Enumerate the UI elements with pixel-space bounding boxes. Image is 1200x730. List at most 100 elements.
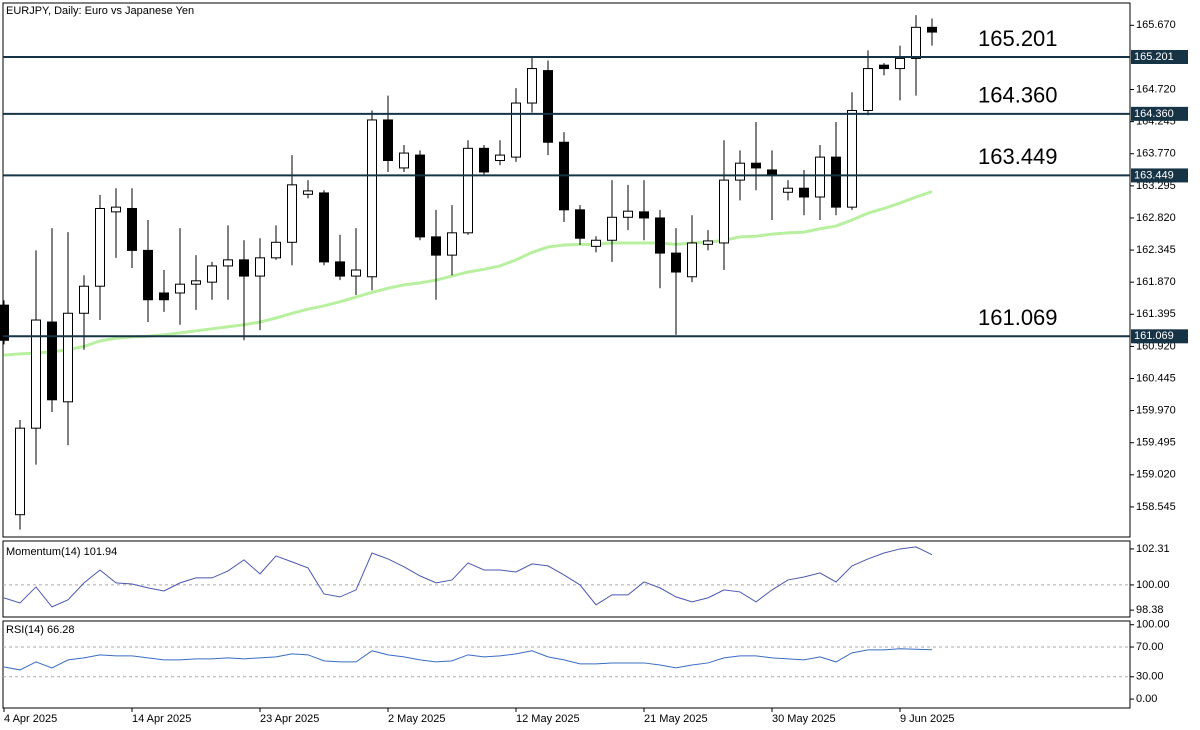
- candle-body: [623, 210, 633, 218]
- candle-body: [399, 152, 409, 169]
- candle-body: [335, 261, 345, 277]
- candle-body: [607, 216, 617, 241]
- candle-body: [927, 26, 937, 33]
- level-tag-label: 165.201: [1134, 51, 1174, 63]
- candle-body: [63, 312, 73, 403]
- candle-body: [175, 283, 185, 294]
- level-label: 165.201: [978, 26, 1058, 51]
- candle-body: [783, 187, 793, 193]
- level-tag: [1131, 329, 1188, 344]
- y-tick-label: 70.00: [1136, 641, 1164, 653]
- y-tick-label: 162.345: [1136, 244, 1176, 256]
- candle-body: [479, 147, 489, 173]
- level-tag-label: 161.069: [1134, 330, 1174, 342]
- candle-body: [527, 68, 537, 104]
- x-tick-label: 4 Apr 2025: [4, 713, 57, 725]
- y-tick-label: 161.395: [1136, 308, 1176, 320]
- candle-body: [751, 162, 761, 169]
- candle-body: [815, 156, 825, 198]
- candle-body: [351, 269, 361, 277]
- candle-body: [431, 236, 441, 256]
- candle-body: [303, 190, 313, 195]
- y-tick-label: 100.00: [1136, 579, 1170, 591]
- candle-body: [511, 102, 521, 158]
- candle-body: [0, 304, 9, 341]
- x-tick-label: 23 Apr 2025: [260, 713, 319, 725]
- candle-body: [831, 156, 841, 208]
- candle-body: [799, 187, 809, 198]
- candle-body: [31, 319, 41, 429]
- level-label: 161.069: [978, 305, 1058, 330]
- candle-body: [159, 292, 169, 301]
- candle-body: [143, 249, 153, 301]
- candle-body: [447, 232, 457, 256]
- candle-body: [495, 154, 505, 161]
- x-tick-label: 30 May 2025: [772, 713, 836, 725]
- candle-body: [319, 192, 329, 263]
- candle-body: [895, 57, 905, 70]
- candle-body: [591, 239, 601, 247]
- y-tick-label: 0.00: [1136, 693, 1157, 705]
- candle-body: [639, 211, 649, 219]
- candle-body: [47, 321, 57, 401]
- x-tick-label: 21 May 2025: [644, 713, 708, 725]
- candle-body: [847, 109, 857, 208]
- x-tick-label: 14 Apr 2025: [132, 713, 191, 725]
- momentum-panel: [2, 540, 1131, 618]
- y-tick-label: 100.00: [1136, 619, 1170, 631]
- candle-body: [207, 265, 217, 283]
- candle-body: [863, 68, 873, 111]
- x-tick-label: 9 Jun 2025: [900, 713, 954, 725]
- candle-body: [191, 280, 201, 285]
- indicator-line: [3, 648, 933, 671]
- candle-body: [255, 257, 265, 277]
- candle-body: [911, 26, 921, 59]
- level-tag: [1131, 168, 1188, 183]
- momentum-title: Momentum(14) 101.94: [6, 546, 117, 558]
- level-tag: [1131, 50, 1188, 65]
- y-tick-label: 161.870: [1136, 276, 1176, 288]
- y-tick-label: 102.31: [1136, 543, 1170, 555]
- candle-body: [687, 242, 697, 278]
- rsi-panel: [2, 620, 1131, 709]
- candle-body: [463, 147, 473, 234]
- level-label: 164.360: [978, 83, 1058, 108]
- candle-body: [271, 241, 281, 259]
- x-tick-label: 2 May 2025: [388, 713, 445, 725]
- candle-body: [719, 179, 729, 244]
- level-tag-label: 164.360: [1134, 108, 1174, 120]
- candle-body: [415, 154, 425, 238]
- candle-body: [383, 119, 393, 161]
- indicator-line: [3, 546, 933, 608]
- chart-title: EURJPY, Daily: Euro vs Japanese Yen: [6, 5, 194, 17]
- level-tag: [1131, 106, 1188, 121]
- candle-body: [575, 209, 585, 239]
- candle-body: [703, 240, 713, 245]
- x-tick-label: 12 May 2025: [516, 713, 580, 725]
- y-tick-label: 164.720: [1136, 83, 1176, 95]
- candle-body: [111, 206, 121, 213]
- y-tick-label: 165.670: [1136, 19, 1176, 31]
- y-tick-label: 160.445: [1136, 372, 1176, 384]
- candle-body: [543, 70, 553, 143]
- candle-body: [95, 207, 105, 287]
- main-panel: [2, 2, 1131, 538]
- y-tick-label: 159.495: [1136, 437, 1176, 449]
- rsi-title: RSI(14) 66.28: [6, 624, 74, 636]
- y-tick-label: 30.00: [1136, 671, 1164, 683]
- y-tick-label: 159.970: [1136, 405, 1176, 417]
- level-label: 163.449: [978, 144, 1058, 169]
- y-tick-label: 162.820: [1136, 212, 1176, 224]
- y-tick-label: 159.020: [1136, 469, 1176, 481]
- y-tick-label: 163.295: [1136, 180, 1176, 192]
- plot: 165.670164.720164.245163.770163.295162.8…: [0, 15, 1188, 725]
- candle-body: [239, 259, 249, 277]
- candle-body: [223, 259, 233, 267]
- candle-body: [879, 64, 889, 70]
- candle-body: [367, 119, 377, 278]
- y-tick-label: 163.770: [1136, 148, 1176, 160]
- candle-body: [735, 162, 745, 181]
- candle-body: [671, 252, 681, 273]
- level-tag-label: 163.449: [1134, 169, 1174, 181]
